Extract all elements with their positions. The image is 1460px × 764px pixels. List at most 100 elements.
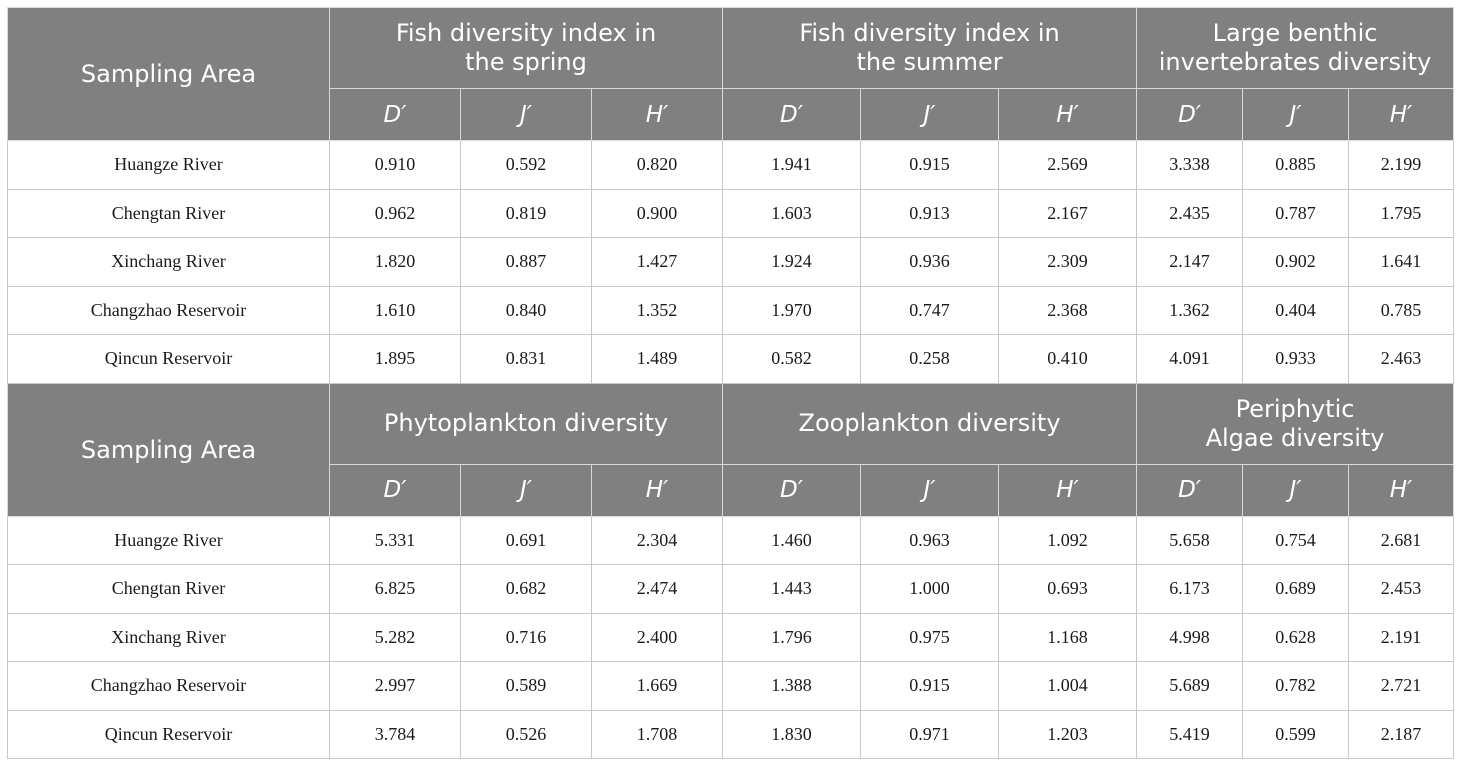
value-cell: 1.092	[998, 515, 1138, 565]
table-row: Huangze River 5.331 0.691 2.304 1.460 0.963 1.…	[7, 515, 1455, 565]
value-cell: 2.191	[1348, 612, 1455, 662]
value-cell: 2.147	[1136, 237, 1244, 287]
value-cell: 1.795	[1348, 188, 1455, 238]
value-cell: 2.721	[1348, 661, 1455, 711]
value-cell: 0.902	[1242, 237, 1350, 287]
index-header: H′	[1348, 463, 1455, 517]
value-cell: 0.628	[1242, 612, 1350, 662]
value-cell: 0.975	[860, 612, 1000, 662]
index-header: H′	[998, 88, 1138, 141]
sampling-area-cell: Xinchang River	[7, 237, 330, 287]
value-cell: 0.831	[460, 334, 592, 384]
table-row: Xinchang River 5.282 0.716 2.400 1.796 0.975 1…	[7, 612, 1455, 662]
value-cell: 0.716	[460, 612, 592, 662]
value-cell: 5.331	[329, 515, 461, 565]
value-cell: 0.910	[329, 140, 461, 190]
value-cell: 0.592	[460, 140, 592, 190]
table-row: Huangze River 0.910 0.592 0.820 1.941 0.915 2.…	[7, 140, 1455, 190]
value-cell: 1.168	[998, 612, 1138, 662]
value-cell: 0.404	[1242, 285, 1350, 335]
group-header-line: the summer	[856, 48, 1003, 76]
value-cell: 0.915	[860, 661, 1000, 711]
value-cell: 1.388	[722, 661, 862, 711]
value-cell: 2.187	[1348, 709, 1455, 759]
group-header-line: Fish diversity index in	[799, 19, 1060, 47]
value-cell: 1.610	[329, 285, 461, 335]
value-cell: 0.689	[1242, 564, 1350, 614]
value-cell: 0.819	[460, 188, 592, 238]
sampling-area-cell: Changzhao Reservoir	[7, 661, 330, 711]
index-header: D′	[1136, 88, 1244, 141]
value-cell: 0.599	[1242, 709, 1350, 759]
value-cell: 1.004	[998, 661, 1138, 711]
value-cell: 1.489	[590, 334, 724, 384]
value-cell: 2.304	[590, 515, 724, 565]
group-header-line: Zooplankton diversity	[798, 409, 1061, 437]
index-header: D′	[722, 88, 862, 141]
value-cell: 0.258	[860, 334, 1000, 384]
value-cell: 2.453	[1348, 564, 1455, 614]
value-cell: 0.589	[460, 661, 592, 711]
table-row: Changzhao Reservoir 1.610 0.840 1.352 1.970 0…	[7, 285, 1455, 335]
index-header: D′	[722, 463, 862, 517]
value-cell: 6.825	[329, 564, 461, 614]
group-header-row: Sampling Area Phytoplankton diversity Zoop…	[7, 382, 1455, 517]
value-cell: 1.796	[722, 612, 862, 662]
value-cell: 0.754	[1242, 515, 1350, 565]
value-cell: 6.173	[1136, 564, 1244, 614]
diversity-table-container: Sampling Area Fish diversity index in the …	[7, 7, 1455, 759]
value-cell: 2.997	[329, 661, 461, 711]
sampling-area-header: Sampling Area	[7, 7, 330, 141]
group-header-line: Phytoplankton diversity	[383, 409, 669, 437]
value-cell: 2.309	[998, 237, 1138, 287]
value-cell: 1.443	[722, 564, 862, 614]
value-cell: 2.400	[590, 612, 724, 662]
index-header: H′	[590, 88, 724, 141]
group-header: Large benthic invertebrates diversity	[1136, 7, 1455, 89]
group-header: Fish diversity index in the spring	[328, 7, 724, 89]
index-header: J′	[1242, 88, 1350, 141]
value-cell: 5.419	[1136, 709, 1244, 759]
group-header-line: Algae diversity	[1205, 423, 1385, 452]
value-cell: 0.840	[460, 285, 592, 335]
table-row: Changzhao Reservoir 2.997 0.589 1.669 1.388 0…	[7, 661, 1455, 711]
group-header-line: invertebrates diversity	[1158, 48, 1432, 76]
value-cell: 1.970	[722, 285, 862, 335]
value-cell: 1.830	[722, 709, 862, 759]
value-cell: 1.820	[329, 237, 461, 287]
value-cell: 0.782	[1242, 661, 1350, 711]
sampling-area-cell: Qincun Reservoir	[7, 709, 330, 759]
index-header-row: D′ J′ H′ D′ J′ H′ D′ J′ H′	[8, 463, 1455, 517]
index-header: H′	[998, 463, 1138, 517]
sampling-area-cell: Huangze River	[7, 140, 330, 190]
value-cell: 0.885	[1242, 140, 1350, 190]
index-header: H′	[1348, 88, 1455, 141]
value-cell: 0.900	[590, 188, 724, 238]
index-header: J′	[1242, 463, 1350, 517]
index-header: H′	[590, 463, 724, 517]
value-cell: 1.708	[590, 709, 724, 759]
value-cell: 2.199	[1348, 140, 1455, 190]
value-cell: 0.526	[460, 709, 592, 759]
value-cell: 2.681	[1348, 515, 1455, 565]
group-header: Phytoplankton diversity	[328, 382, 724, 465]
value-cell: 1.352	[590, 285, 724, 335]
value-cell: 1.603	[722, 188, 862, 238]
group-header-line: the spring	[465, 48, 587, 76]
value-cell: 0.820	[590, 140, 724, 190]
sampling-area-cell: Chengtan River	[7, 188, 330, 238]
value-cell: 4.998	[1136, 612, 1244, 662]
value-cell: 3.784	[329, 709, 461, 759]
value-cell: 0.410	[998, 334, 1138, 384]
index-header: D′	[1136, 463, 1244, 517]
table-row: Qincun Reservoir 1.895 0.831 1.489 0.582 0.25…	[7, 334, 1455, 384]
value-cell: 0.682	[460, 564, 592, 614]
sampling-area-cell: Qincun Reservoir	[7, 334, 330, 384]
value-cell: 4.091	[1136, 334, 1244, 384]
table-row: Qincun Reservoir 3.784 0.526 1.708 1.830 0.97…	[7, 709, 1455, 759]
table-body: Sampling Area Fish diversity index in the …	[7, 7, 1455, 759]
index-header: J′	[460, 463, 592, 517]
group-header: Fish diversity index in the summer	[722, 7, 1138, 89]
sampling-area-header: Sampling Area	[7, 382, 330, 517]
index-header: J′	[460, 88, 592, 141]
